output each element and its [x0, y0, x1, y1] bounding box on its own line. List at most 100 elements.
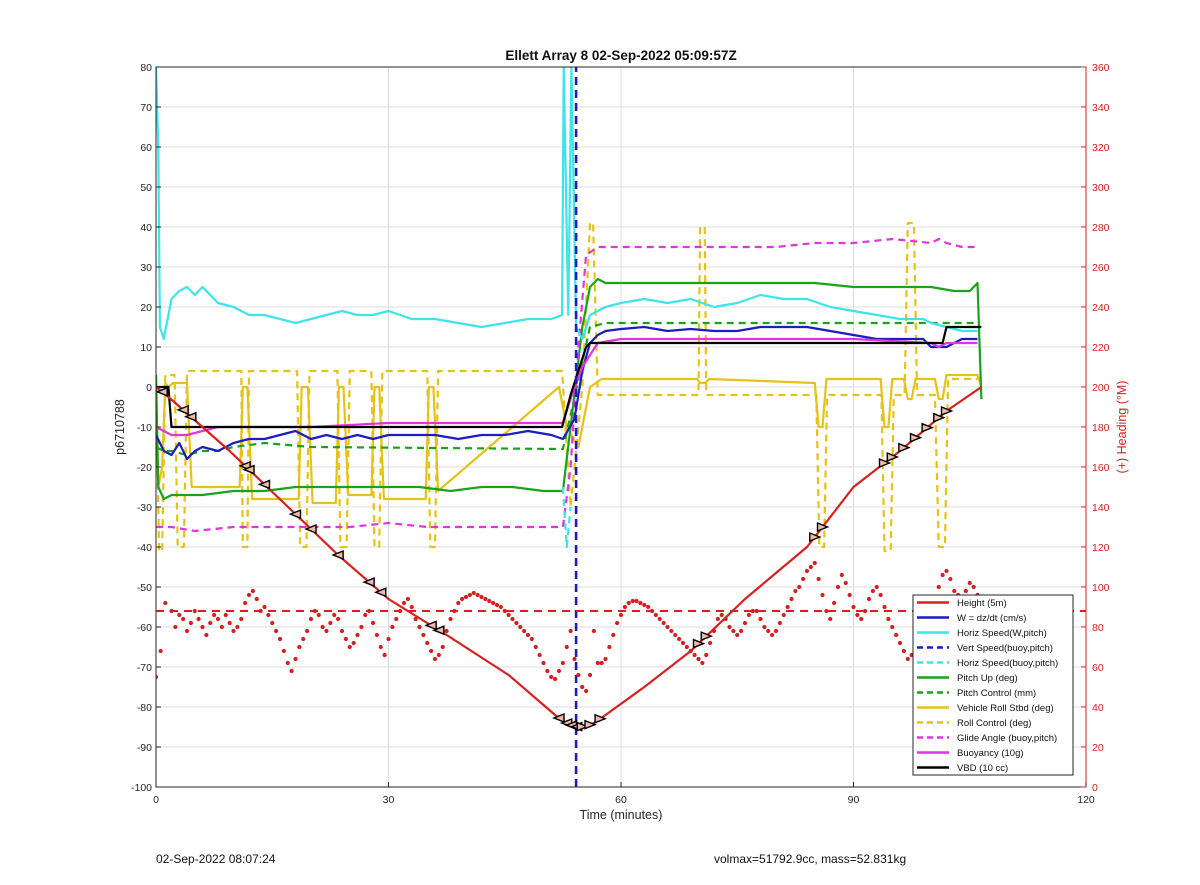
y2-tick-label: 200: [1092, 382, 1110, 394]
series-horiz-speed-buoy-pitch: [561, 486, 572, 549]
heading-point: [336, 616, 341, 622]
heading-point: [351, 640, 356, 646]
heading-point: [266, 612, 271, 618]
y2-tick-label: 340: [1092, 102, 1110, 114]
heading-point: [618, 612, 624, 618]
heading-point: [940, 572, 945, 578]
heading-point: [444, 628, 449, 634]
heading-point: [475, 592, 480, 598]
heading-point: [421, 632, 426, 638]
heading-point: [456, 600, 461, 606]
heading-point: [339, 628, 345, 634]
heading-point: [506, 612, 511, 618]
heading-point: [270, 620, 275, 626]
y2-tick-label: 220: [1092, 342, 1110, 354]
series-vehicle-roll-stbd-deg: [156, 373, 983, 505]
heading-point: [952, 588, 957, 594]
heading-point: [305, 628, 310, 634]
heading-point: [894, 632, 899, 638]
heading-point: [200, 624, 205, 630]
y-tick-label: -80: [137, 702, 152, 714]
direction-marker: [692, 638, 706, 649]
heading-point: [948, 576, 953, 582]
heading-point: [828, 616, 833, 622]
heading-point: [824, 608, 829, 614]
heading-point: [363, 612, 368, 618]
heading-point: [587, 672, 593, 678]
direction-marker: [886, 451, 900, 463]
heading-point: [820, 592, 825, 598]
heading-point: [967, 580, 972, 586]
heading-point: [785, 604, 790, 610]
heading-point: [700, 660, 705, 666]
legend-box: [912, 594, 1074, 776]
heading-point: [653, 612, 658, 618]
heading-point: [262, 604, 267, 610]
heading-point: [882, 604, 887, 610]
heading-point: [258, 608, 263, 614]
y2-tick-label: 0: [1092, 782, 1098, 794]
heading-point: [343, 636, 348, 642]
series-horiz-speed-w-pitch: [156, 67, 978, 341]
heading-point: [208, 620, 213, 626]
heading-point: [163, 600, 168, 606]
x-axis-label: Time (minutes): [580, 808, 663, 822]
heading-point: [855, 612, 860, 618]
heading-point: [467, 592, 472, 598]
heading-point: [696, 656, 701, 662]
heading-point: [576, 672, 581, 678]
direction-marker: [940, 405, 954, 417]
y-tick-label: 60: [140, 142, 152, 154]
legend-label: Vehicle Roll Stbd (deg): [957, 703, 1054, 714]
heading-point: [607, 644, 612, 650]
heading-point: [591, 628, 596, 634]
heading-point: [429, 648, 434, 654]
direction-marker: [584, 719, 597, 730]
heading-point: [184, 628, 190, 634]
y2-tick-label: 60: [1092, 662, 1104, 674]
heading-point: [649, 608, 655, 614]
heading-point: [719, 612, 724, 618]
heading-point: [432, 656, 438, 662]
y-tick-label: -40: [137, 542, 152, 554]
heading-point: [680, 640, 686, 646]
heading-point: [541, 660, 546, 666]
heading-point: [417, 624, 422, 630]
heading-point: [750, 608, 755, 614]
y-tick-label: -90: [137, 742, 152, 754]
heading-point: [463, 594, 469, 600]
heading-point: [285, 660, 290, 666]
heading-point: [773, 628, 779, 634]
heading-point: [491, 600, 496, 606]
heading-point: [859, 616, 864, 622]
heading-point: [378, 644, 383, 650]
heading-point: [471, 590, 476, 596]
heading-point: [878, 592, 883, 598]
direction-marker: [288, 509, 302, 520]
series-vbd-10-cc: [156, 325, 982, 429]
heading-point: [746, 612, 751, 618]
legend: Height (5m) W = dz/dt (cm/s) Horiz Speed(W…: [912, 594, 1074, 776]
heading-point: [704, 652, 709, 658]
legend-label: Pitch Up (deg): [957, 673, 1018, 684]
heading-point: [320, 624, 325, 630]
y2-tick-label: 360: [1092, 62, 1110, 74]
heading-point: [568, 628, 573, 634]
heading-point: [905, 656, 910, 662]
legend-label: Horiz Speed(buoy,pitch): [957, 658, 1058, 669]
y2-tick-label: 320: [1092, 142, 1110, 154]
marker-layer: [155, 386, 954, 732]
heading-point: [401, 600, 407, 606]
heading-point: [281, 648, 286, 654]
direction-marker: [257, 479, 271, 490]
heading-point: [301, 636, 306, 642]
x-tick-label: 90: [848, 794, 860, 806]
heading-point: [723, 616, 728, 622]
heading-point: [192, 608, 197, 614]
heading-point: [483, 596, 488, 602]
heading-point: [866, 596, 872, 602]
heading-point: [808, 564, 813, 570]
heading-point: [219, 624, 224, 630]
heading-point: [390, 624, 395, 630]
